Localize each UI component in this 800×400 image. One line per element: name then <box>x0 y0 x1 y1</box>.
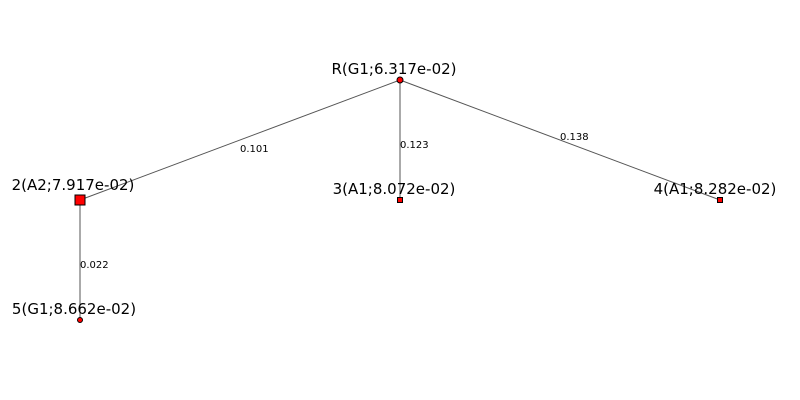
node-3-marker <box>397 197 403 203</box>
node-root-marker <box>396 76 404 84</box>
node-5-marker <box>77 317 83 323</box>
node-4-label: 4(A1;8.282e-02) <box>654 180 777 198</box>
edge-label-n2-n5: 0.022 <box>80 260 109 271</box>
edge-root-n2 <box>79 79 401 201</box>
node-3-label: 3(A1;8.072e-02) <box>333 180 456 198</box>
edge-label-root-n4: 0.138 <box>560 132 589 143</box>
node-4-marker <box>717 197 723 203</box>
node-root-label: R(G1;6.317e-02) <box>331 60 456 78</box>
edge-label-root-n2: 0.101 <box>240 144 269 155</box>
node-2-marker <box>74 194 86 206</box>
edge-label-root-n3: 0.123 <box>400 140 429 151</box>
edge-root-n4 <box>399 79 721 201</box>
node-5-label: 5(G1;8.662e-02) <box>12 300 136 318</box>
node-2-label: 2(A2;7.917e-02) <box>12 176 135 194</box>
